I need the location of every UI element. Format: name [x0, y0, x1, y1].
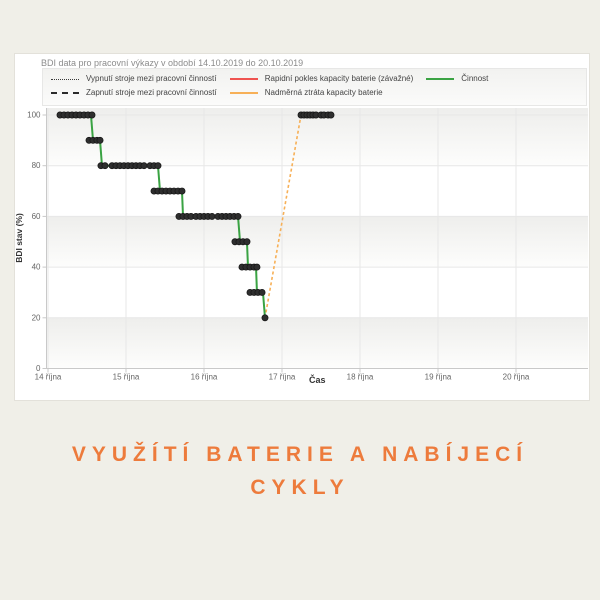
x-tick-label: 19 října	[425, 373, 452, 382]
x-tick-label: 15 října	[113, 373, 140, 382]
data-point-marker	[243, 238, 251, 246]
legend-item: Vypnutí stroje mezi pracovní činností	[51, 74, 217, 84]
legend-line-sample-solid-icon	[229, 92, 258, 94]
battery-chart-plot: 0 20 40 60 80 100 14 října 15 října 16 října 17 ř…	[15, 108, 588, 385]
data-point-marker	[154, 162, 162, 170]
plot-band	[46, 216, 588, 268]
legend-item: Nadměrná ztráta kapacity baterie	[229, 88, 414, 98]
data-point-marker	[88, 111, 96, 119]
chart-legend: Vypnutí stroje mezi pracovní činností Zap…	[42, 68, 587, 106]
chart-title: BDI data pro pracovní výkazy v období 14…	[41, 58, 304, 68]
legend-line-sample-solid-icon	[229, 78, 258, 80]
legend-item: Činnost	[426, 74, 488, 84]
data-point-marker	[258, 289, 266, 296]
y-tick-label: 100	[27, 111, 41, 120]
data-point-marker	[327, 111, 335, 119]
caption-heading: VYUŽÍTÍ BATERIE A NABÍJECÍ CYKLY	[0, 438, 600, 504]
y-tick-label: 0	[36, 364, 41, 373]
caption-line-2: CYKLY	[250, 476, 350, 499]
y-tick-label: 20	[32, 313, 41, 322]
data-point-marker	[178, 187, 186, 195]
y-tick-label: 80	[32, 161, 41, 170]
legend-item-label: Vypnutí stroje mezi pracovní činností	[86, 74, 217, 83]
plot-band	[46, 317, 588, 369]
legend-line-sample-solid-icon	[426, 78, 455, 80]
data-point-marker	[140, 162, 148, 170]
data-point-marker	[101, 162, 109, 170]
legend-item-label: Nadměrná ztráta kapacity baterie	[264, 88, 383, 97]
data-point-marker	[234, 212, 242, 220]
legend-line-sample-dotted-icon	[51, 78, 79, 80]
data-point-marker	[208, 212, 216, 220]
legend-column: Rapidní pokles kapacity baterie (závažné…	[229, 74, 414, 98]
y-tick-label: 60	[32, 212, 41, 221]
legend-column: Vypnutí stroje mezi pracovní činností Zap…	[51, 74, 217, 98]
data-point-marker	[261, 314, 269, 322]
legend-item: Zapnutí stroje mezi pracovní činností	[51, 88, 217, 98]
y-tick-label: 40	[32, 263, 41, 272]
data-point-marker	[253, 263, 261, 271]
y-axis-title: BDI stav (%)	[15, 213, 24, 263]
caption-line-1: VYUŽÍTÍ BATERIE A NABÍJECÍ	[71, 443, 529, 466]
legend-item-label: Zapnutí stroje mezi pracovní činností	[86, 88, 217, 97]
series-line	[264, 114, 302, 318]
legend-column: Činnost	[426, 74, 488, 84]
x-axis-title: Čas	[309, 374, 326, 385]
x-tick-label: 16 října	[191, 373, 218, 382]
x-tick-label: 18 října	[347, 373, 374, 382]
x-tick-label: 17 října	[269, 373, 296, 382]
x-tick-label: 20 října	[503, 373, 530, 382]
chart-card: BDI data pro pracovní výkazy v období 14…	[14, 53, 590, 401]
legend-line-sample-dashed-icon	[51, 92, 79, 94]
data-point-marker	[96, 136, 104, 144]
legend-item-label: Činnost	[461, 74, 489, 83]
x-tick-label: 14 října	[35, 373, 62, 382]
legend-item: Rapidní pokles kapacity baterie (závažné…	[229, 74, 414, 84]
legend-item-label: Rapidní pokles kapacity baterie (závažné…	[264, 74, 414, 83]
